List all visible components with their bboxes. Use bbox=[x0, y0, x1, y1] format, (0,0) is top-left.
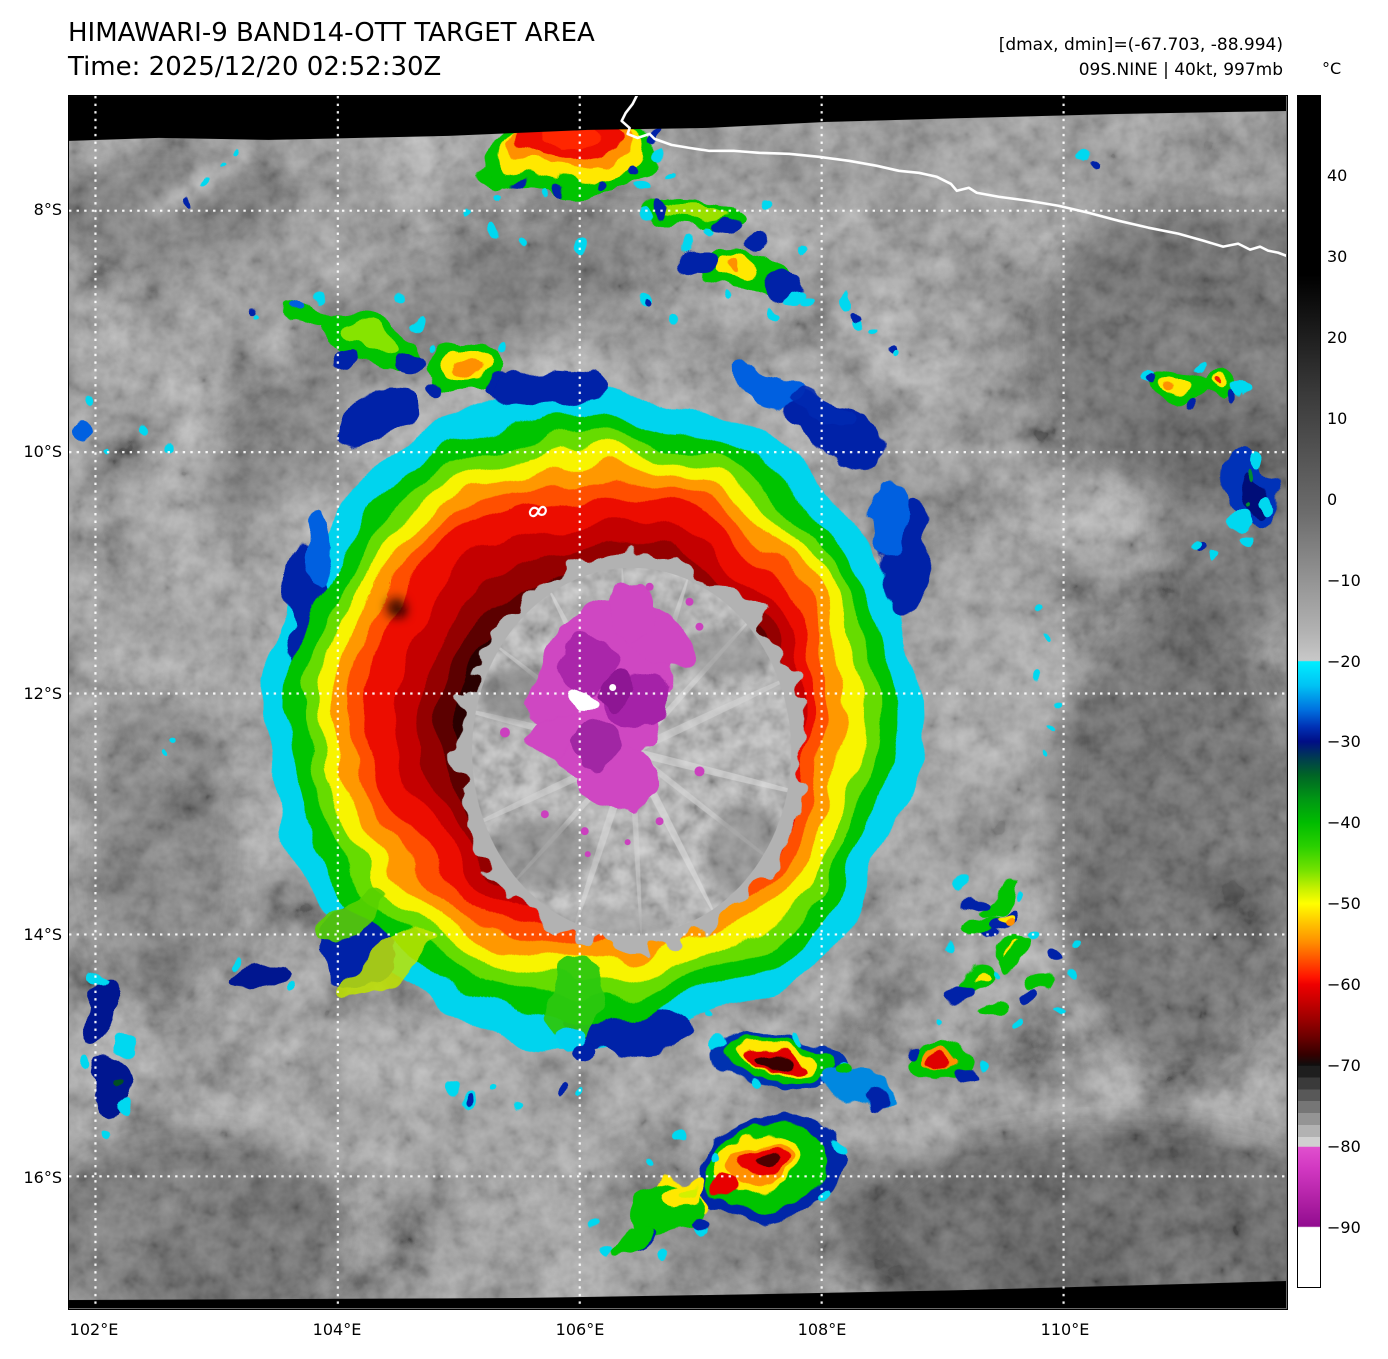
cyclone-cold-magenta bbox=[523, 581, 695, 810]
lon-label-110e: 110°E bbox=[1040, 1320, 1090, 1339]
lat-label-12s: 12°S bbox=[23, 684, 62, 703]
cbar-tick-m20: −20 bbox=[1327, 652, 1361, 671]
storm-annotation: 09S.NINE | 40kt, 997mb bbox=[1078, 60, 1283, 80]
cyclone-magenta-speckles bbox=[499, 582, 705, 858]
coastline bbox=[528, 96, 1286, 518]
lon-label-106e: 106°E bbox=[555, 1320, 605, 1339]
cbar-tick-40: 40 bbox=[1327, 166, 1348, 185]
lat-label-10s: 10°S bbox=[23, 442, 62, 461]
satellite-map-panel: Copyright © 2020-2025 Dapiya bbox=[68, 95, 1288, 1310]
cbar-tick-m10: −10 bbox=[1327, 571, 1361, 590]
graticule-gridlines bbox=[69, 96, 1286, 1308]
annotation-block: [dmax, dmin]=(-67.703, -88.994) 09S.NINE… bbox=[999, 33, 1283, 83]
cyclone-white-speck bbox=[609, 684, 617, 692]
cbar-tick-m70: −70 bbox=[1327, 1056, 1361, 1075]
cbar-tick-m30: −30 bbox=[1327, 732, 1361, 751]
lon-label-102e: 102°E bbox=[69, 1320, 119, 1339]
small-island-outline bbox=[528, 505, 547, 518]
cbar-tick-m40: −40 bbox=[1327, 813, 1361, 832]
cyclone-white-core bbox=[570, 686, 601, 707]
colorbar-unit-label: °C bbox=[1322, 59, 1342, 78]
lat-label-14s: 14°S bbox=[23, 925, 62, 944]
temperature-colorbar bbox=[1297, 95, 1321, 1288]
cbar-tick-0: 0 bbox=[1327, 490, 1338, 509]
cyclone bbox=[265, 365, 928, 1059]
no-data-band-top bbox=[69, 96, 1286, 141]
lon-label-104e: 104°E bbox=[312, 1320, 362, 1339]
lon-label-108e: 108°E bbox=[797, 1320, 847, 1339]
satellite-image-svg bbox=[69, 96, 1286, 1308]
cbar-tick-m90: −90 bbox=[1327, 1218, 1361, 1237]
cbar-tick-30: 30 bbox=[1327, 247, 1348, 266]
no-data-band-bottom bbox=[69, 1281, 1286, 1308]
cbar-tick-m80: −80 bbox=[1327, 1137, 1361, 1156]
cbar-tick-m60: −60 bbox=[1327, 975, 1361, 994]
dmax-dmin-annotation: [dmax, dmin]=(-67.703, -88.994) bbox=[998, 35, 1283, 55]
page-title: HIMAWARI-9 BAND14-OTT TARGET AREA bbox=[68, 18, 595, 48]
lat-label-16s: 16°S bbox=[23, 1168, 62, 1187]
lat-label-8s: 8°S bbox=[33, 200, 62, 219]
cbar-tick-10: 10 bbox=[1327, 409, 1348, 428]
timestamp-line: Time: 2025/12/20 02:52:30Z bbox=[68, 52, 442, 82]
cbar-tick-20: 20 bbox=[1327, 328, 1348, 347]
cbar-tick-m50: −50 bbox=[1327, 894, 1361, 913]
